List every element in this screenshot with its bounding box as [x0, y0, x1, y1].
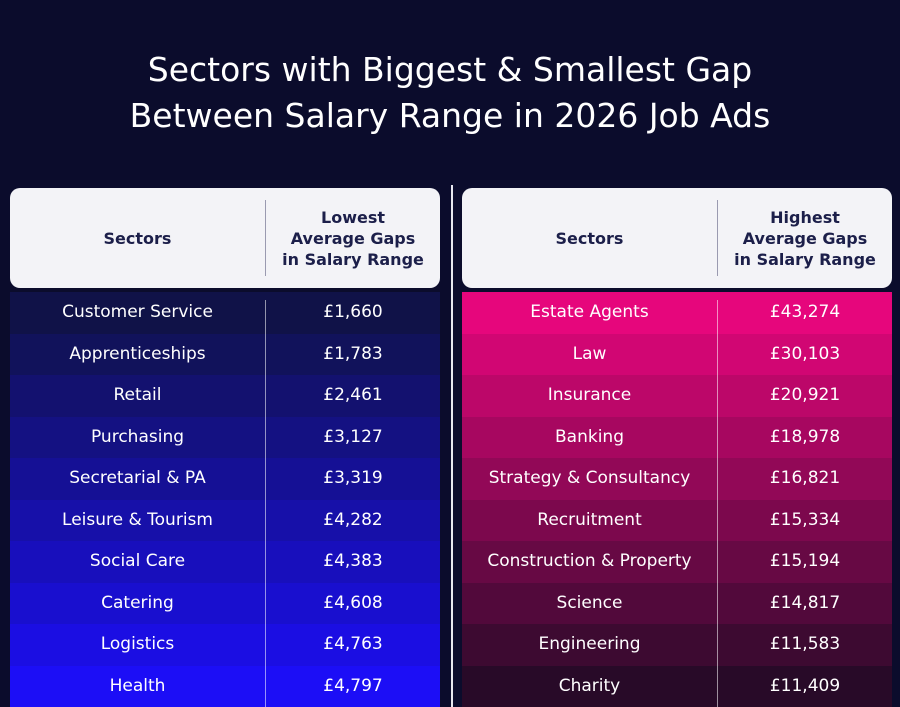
- table-row: Recruitment £15,334: [462, 499, 892, 541]
- header-cell: Sectors: [555, 228, 624, 248]
- column-divider: [265, 300, 266, 707]
- title-line: Sectors with Biggest & Smallest Gap: [147, 50, 753, 89]
- sector-cell: Leisure & Tourism: [62, 509, 213, 530]
- value-cell: £16,821: [769, 468, 841, 488]
- value-cell: £2,461: [323, 385, 383, 405]
- header-cell: Highest Average Gaps in Salary Range: [718, 188, 892, 288]
- value-cell: £3,319: [323, 468, 383, 488]
- table-header: Sectors Lowest Average Gaps in Salary Range: [10, 188, 440, 288]
- header-line: in Salary Range: [282, 249, 424, 269]
- table-row: Charity £11,409: [462, 665, 892, 707]
- value-cell: £4,797: [323, 675, 383, 696]
- header-line: Highest: [770, 207, 840, 227]
- table-row: Insurance £20,921: [462, 375, 892, 417]
- value-cell: £4,608: [323, 592, 383, 613]
- sector-cell: Logistics: [100, 634, 175, 654]
- header-divider: [717, 200, 718, 276]
- value-cell: £4,282: [323, 509, 383, 530]
- table-row: Construction & Property £15,194: [462, 541, 892, 583]
- value-cell: £15,334: [769, 509, 841, 530]
- value-cell: £4,383: [323, 551, 383, 571]
- value-cell: £30,103: [769, 343, 841, 364]
- header-cell: Lowest Average Gaps in Salary Range: [266, 188, 440, 288]
- table-row: Law £30,103: [462, 333, 892, 375]
- sector-cell: Retail: [113, 385, 162, 405]
- sector-cell: Banking: [555, 426, 624, 447]
- value-cell: £15,194: [769, 551, 841, 571]
- separator: [451, 185, 453, 707]
- table-row: Retail £2,461: [10, 375, 440, 417]
- sector-cell: Engineering: [538, 634, 641, 654]
- table-row: Banking £18,978: [462, 416, 892, 458]
- sector-cell: Estate Agents: [530, 302, 649, 322]
- header-divider: [265, 200, 266, 276]
- table-row: Secretarial & PA £3,319: [10, 458, 440, 500]
- sector-cell: Secretarial & PA: [69, 468, 206, 488]
- table-row: Estate Agents £43,274: [462, 292, 892, 334]
- table-row: Customer Service £1,660: [10, 292, 440, 334]
- value-cell: £14,817: [769, 592, 841, 613]
- header-cell: Sectors: [103, 228, 172, 248]
- table-row: Engineering £11,583: [462, 624, 892, 666]
- value-cell: £20,921: [769, 385, 841, 405]
- title-line: Between Salary Range in 2026 Job Ads: [129, 96, 771, 135]
- header-line: Lowest: [321, 207, 385, 227]
- table-header: Sectors Highest Average Gaps in Salary Rang…: [462, 188, 892, 288]
- table-row: Science £14,817: [462, 582, 892, 624]
- value-cell: £18,978: [769, 426, 841, 447]
- value-cell: £4,763: [323, 634, 383, 654]
- sector-cell: Charity: [558, 675, 621, 696]
- value-cell: £43,274: [769, 302, 841, 322]
- value-cell: £11,409: [769, 675, 841, 696]
- sector-cell: Purchasing: [90, 426, 185, 447]
- table-row: Strategy & Consultancy £16,821: [462, 458, 892, 500]
- table-row: Health £4,797: [10, 665, 440, 707]
- sector-cell: Customer Service: [62, 302, 213, 322]
- sector-cell: Catering: [101, 592, 174, 613]
- value-cell: £11,583: [769, 634, 841, 654]
- table: Estate Agents £43,274 Law £30,103 Insurance £…: [462, 188, 892, 707]
- sector-cell: Strategy & Consultancy: [488, 468, 691, 488]
- sector-cell: Social Care: [89, 551, 186, 571]
- table: Customer Service £1,660 Apprenticeships £1,…: [10, 188, 440, 707]
- sector-cell: Health: [109, 675, 166, 696]
- table-row: Catering £4,608: [10, 582, 440, 624]
- table-row: Leisure & Tourism £4,282: [10, 499, 440, 541]
- table-row: Apprenticeships £1,783: [10, 333, 440, 375]
- sector-cell: Apprenticeships: [69, 343, 206, 364]
- header-line: Average Gaps: [742, 228, 868, 248]
- header-line: Average Gaps: [290, 228, 416, 248]
- sector-cell: Construction & Property: [487, 551, 692, 571]
- header-line: in Salary Range: [734, 249, 876, 269]
- value-cell: £1,660: [323, 302, 383, 322]
- table-row: Purchasing £3,127: [10, 416, 440, 458]
- table-row: Social Care £4,383: [10, 541, 440, 583]
- sector-cell: Science: [556, 592, 623, 613]
- sector-cell: Recruitment: [537, 509, 642, 530]
- column-divider: [717, 300, 718, 707]
- value-cell: £1,783: [323, 343, 383, 364]
- table-row: Logistics £4,763: [10, 624, 440, 666]
- sector-cell: Insurance: [547, 385, 632, 405]
- value-cell: £3,127: [323, 426, 383, 447]
- sector-cell: Law: [572, 343, 607, 364]
